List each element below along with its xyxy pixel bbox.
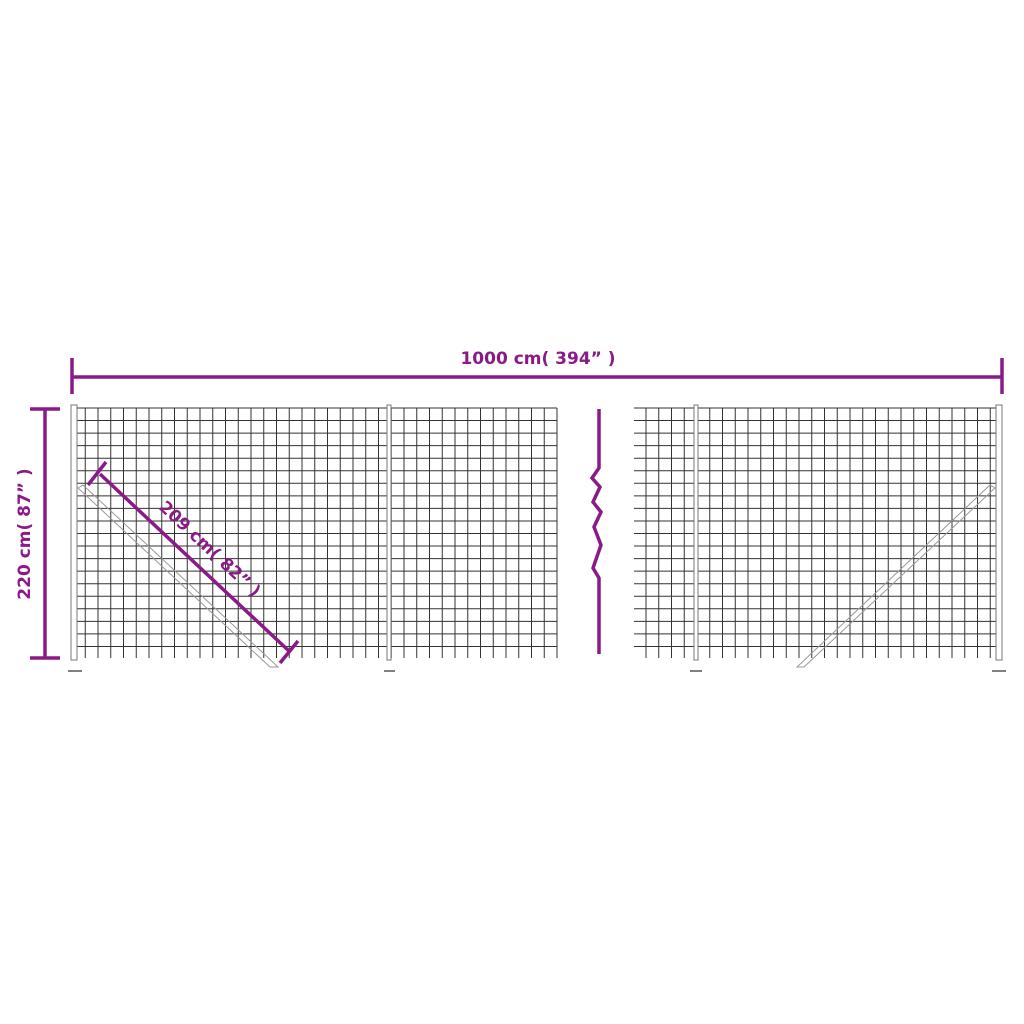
brace-dimension-line bbox=[98, 472, 292, 654]
height-label: 220 cm( 87” ) bbox=[15, 468, 35, 599]
fence-post-left-end bbox=[70, 404, 78, 661]
length-label: 1000 cm( 394” ) bbox=[460, 349, 615, 369]
brace-tick-bottom bbox=[278, 639, 300, 665]
fence-mesh-right bbox=[634, 407, 1001, 658]
fence-post-right-middle bbox=[693, 404, 699, 661]
zigzag-break-icon bbox=[589, 409, 604, 654]
support-brace-right bbox=[795, 484, 996, 668]
support-brace-left bbox=[77, 484, 280, 668]
brace-length-label: 209 cm( 82” ) bbox=[155, 497, 265, 601]
fence-post-right-end bbox=[995, 404, 1003, 661]
fence-mesh-left bbox=[72, 407, 558, 658]
fence-post-middle bbox=[386, 404, 392, 661]
brace-tick-top bbox=[86, 460, 108, 487]
